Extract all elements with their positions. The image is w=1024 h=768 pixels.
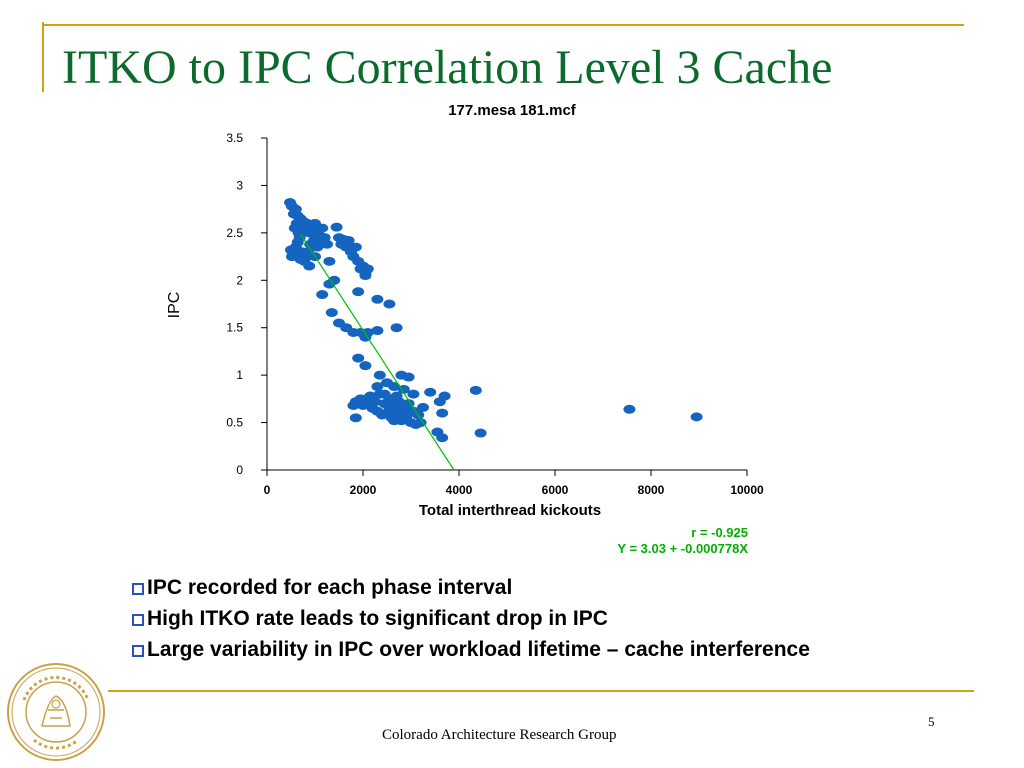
footer-text: Colorado Architecture Research Group xyxy=(382,727,617,743)
y-tick-label: 2 xyxy=(236,273,243,287)
bullet-text: High ITKO rate leads to significant drop… xyxy=(147,607,608,630)
data-point xyxy=(690,412,703,422)
data-point xyxy=(388,416,401,426)
data-point xyxy=(383,404,396,414)
data-point xyxy=(388,382,401,392)
data-point xyxy=(383,299,396,309)
bullet-item: Large variability in IPC over workload l… xyxy=(132,634,810,665)
y-tick-label: 3.5 xyxy=(226,131,243,145)
bullet-text: IPC recorded for each phase interval xyxy=(147,576,513,599)
bullet-text: Large variability in IPC over workload l… xyxy=(147,638,810,661)
chart-title: 177.mesa 181.mcf xyxy=(448,102,577,119)
data-point xyxy=(433,397,446,407)
data-point xyxy=(407,389,420,399)
data-point xyxy=(349,242,362,252)
y-tick-label: 2.5 xyxy=(226,226,243,240)
y-axis-label: IPC xyxy=(166,292,183,319)
bullet-square-icon xyxy=(132,645,144,657)
data-point xyxy=(342,235,355,245)
page-number: 5 xyxy=(928,714,935,729)
data-point xyxy=(371,326,384,336)
data-points xyxy=(284,198,703,443)
y-tick-label: 0 xyxy=(236,463,243,477)
data-point xyxy=(316,290,329,300)
data-point xyxy=(409,419,422,429)
data-point xyxy=(397,384,410,394)
data-point xyxy=(321,239,333,249)
title-accent-horizontal-line xyxy=(42,24,964,26)
data-point xyxy=(390,323,403,333)
regression-line xyxy=(300,233,455,471)
data-point xyxy=(424,387,437,397)
data-point xyxy=(323,279,336,289)
data-point xyxy=(436,408,449,418)
data-point xyxy=(623,404,636,414)
data-point xyxy=(359,271,372,281)
bullet-item: High ITKO rate leads to significant drop… xyxy=(132,603,810,634)
y-tick-label: 0.5 xyxy=(226,416,243,430)
data-point xyxy=(323,256,336,266)
regression-equation-label: Y = 3.03 + -0.000778X xyxy=(617,541,748,556)
data-point xyxy=(352,287,365,297)
correlation-coefficient-label: r = -0.925 xyxy=(691,525,748,540)
data-point xyxy=(371,294,384,304)
data-point xyxy=(357,400,369,410)
x-tick-label: 8000 xyxy=(638,483,665,497)
data-point xyxy=(474,428,487,438)
y-tick-label: 1.5 xyxy=(226,321,243,335)
data-point xyxy=(393,397,405,407)
data-point xyxy=(361,327,374,337)
data-point xyxy=(303,261,316,271)
x-axis-label: Total interthread kickouts xyxy=(419,502,601,519)
data-point xyxy=(383,394,396,404)
title-accent-vertical-line xyxy=(42,22,44,92)
y-tick-label: 1 xyxy=(236,368,243,382)
bullet-square-icon xyxy=(132,583,144,595)
data-point xyxy=(402,372,415,382)
data-point xyxy=(316,223,329,233)
data-point xyxy=(373,370,386,380)
x-tick-label: 10000 xyxy=(730,483,764,497)
data-point xyxy=(330,222,343,232)
data-point xyxy=(292,249,305,259)
y-tick-label: 3 xyxy=(236,178,243,192)
x-tick-label: 6000 xyxy=(542,483,569,497)
bullet-item: IPC recorded for each phase interval xyxy=(132,572,810,603)
data-point xyxy=(325,308,338,318)
university-seal-logo xyxy=(7,663,105,761)
footer-divider xyxy=(108,690,974,692)
data-point xyxy=(436,433,449,443)
x-tick-label: 0 xyxy=(264,483,271,497)
chart-axes: 0 0.5 1 1.5 2 2.5 3 3.5 0 2000 4000 6000 8000 10000 xyxy=(226,131,764,497)
data-point xyxy=(347,400,360,410)
x-tick-label: 4000 xyxy=(446,483,473,497)
x-tick-label: 2000 xyxy=(350,483,377,497)
data-point xyxy=(359,361,372,371)
data-point xyxy=(304,239,317,249)
scatter-chart: 177.mesa 181.mcf IPC Total interthread k… xyxy=(166,102,764,556)
data-point xyxy=(469,385,482,395)
bullet-list: IPC recorded for each phase interval Hig… xyxy=(132,572,810,665)
data-point xyxy=(373,389,386,399)
data-point xyxy=(349,413,362,423)
slide-title: ITKO to IPC Correlation Level 3 Cache xyxy=(62,41,833,94)
bullet-square-icon xyxy=(132,614,144,626)
data-point xyxy=(417,402,429,412)
regression-line-group xyxy=(300,233,455,471)
data-point xyxy=(352,353,365,363)
data-point xyxy=(371,382,384,392)
data-point xyxy=(397,410,410,420)
